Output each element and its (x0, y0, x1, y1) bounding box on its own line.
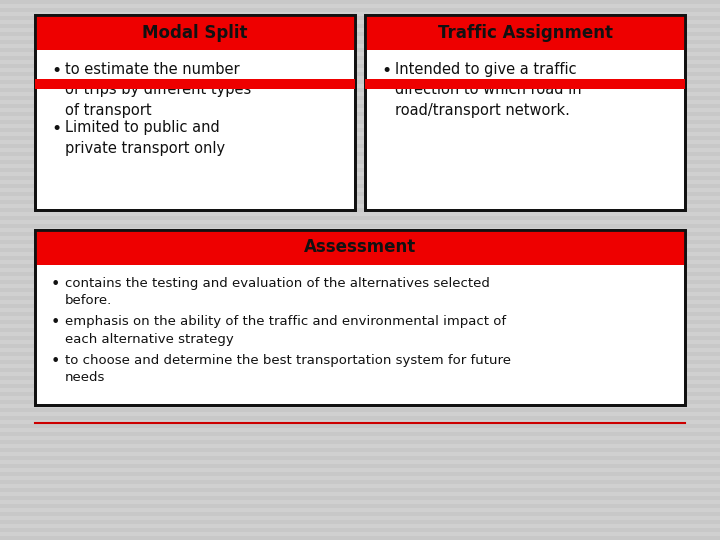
Bar (0, 440, 720, 444)
Bar (0, 232, 720, 236)
Bar (0, 304, 720, 308)
Bar (0, 168, 720, 172)
Bar (0, 160, 720, 164)
Bar (35, 79, 355, 89)
Bar (0, 520, 720, 524)
Text: emphasis on the ability of the traffic and environmental impact of
each alternat: emphasis on the ability of the traffic a… (65, 315, 506, 346)
Bar (0, 288, 720, 292)
Bar (0, 488, 720, 492)
Text: •: • (51, 354, 60, 369)
Bar (0, 424, 720, 428)
Text: contains the testing and evaluation of the alternatives selected
before.: contains the testing and evaluation of t… (65, 277, 490, 307)
Bar (0, 208, 720, 212)
Bar (0, 40, 720, 44)
Bar (0, 176, 720, 180)
Bar (0, 80, 720, 84)
Bar (0, 400, 720, 404)
Bar (0, 192, 720, 196)
Bar (0, 8, 720, 12)
Text: •: • (381, 62, 391, 80)
Text: to choose and determine the best transportation system for future
needs: to choose and determine the best transpo… (65, 354, 511, 384)
Bar (365, 15, 685, 210)
Bar (0, 384, 720, 388)
Bar (0, 328, 720, 332)
Bar (0, 224, 720, 228)
Bar (0, 280, 720, 284)
Text: Modal Split: Modal Split (143, 24, 248, 42)
Text: Traffic Assignment: Traffic Assignment (438, 24, 613, 42)
Bar (0, 496, 720, 500)
Bar (0, 144, 720, 148)
Bar (0, 56, 720, 60)
Bar (0, 248, 720, 252)
Bar (0, 64, 720, 68)
Bar (0, 416, 720, 420)
Bar (0, 352, 720, 356)
Bar (0, 480, 720, 484)
Bar (0, 272, 720, 276)
Bar (0, 368, 720, 372)
Bar (0, 96, 720, 100)
Text: •: • (51, 277, 60, 292)
Bar (0, 432, 720, 436)
Bar (0, 240, 720, 244)
Bar (0, 152, 720, 156)
Bar (0, 408, 720, 412)
Bar (0, 512, 720, 516)
Bar (0, 48, 720, 52)
Text: •: • (51, 62, 61, 80)
Bar (35, 230, 685, 405)
Text: •: • (51, 315, 60, 330)
Bar (0, 120, 720, 124)
Bar (0, 72, 720, 76)
Bar (35, 15, 355, 50)
Bar (0, 472, 720, 476)
Bar (0, 376, 720, 380)
Bar (0, 448, 720, 452)
Bar (0, 0, 720, 4)
Text: Intended to give a traffic
direction to which road in
road/transport network.: Intended to give a traffic direction to … (395, 62, 582, 118)
Bar (0, 344, 720, 348)
Bar (0, 16, 720, 20)
Bar (0, 88, 720, 92)
Bar (365, 79, 685, 89)
Bar (0, 296, 720, 300)
Text: •: • (51, 120, 61, 138)
Bar (35, 230, 685, 405)
Bar (0, 360, 720, 364)
Text: Limited to public and
private transport only: Limited to public and private transport … (65, 120, 225, 156)
Bar (0, 200, 720, 204)
Text: Assessment: Assessment (304, 239, 416, 256)
Bar (0, 128, 720, 132)
Bar (0, 320, 720, 324)
Bar (0, 464, 720, 468)
Bar (35, 15, 355, 210)
Bar (0, 528, 720, 532)
Text: to estimate the number
of trips by different types
of transport: to estimate the number of trips by diffe… (65, 62, 251, 118)
Bar (35, 230, 685, 265)
Bar (0, 104, 720, 108)
Bar (0, 312, 720, 316)
Bar (0, 136, 720, 140)
Bar (0, 256, 720, 260)
Bar (365, 15, 685, 50)
Bar (365, 15, 685, 210)
Bar (0, 536, 720, 540)
Bar (0, 336, 720, 340)
Bar (0, 456, 720, 460)
Bar (0, 264, 720, 268)
Bar (0, 184, 720, 188)
Bar (0, 392, 720, 396)
Bar (35, 15, 355, 210)
Bar (0, 504, 720, 508)
Bar (0, 24, 720, 28)
Bar (0, 216, 720, 220)
Bar (0, 112, 720, 116)
Bar (0, 32, 720, 36)
